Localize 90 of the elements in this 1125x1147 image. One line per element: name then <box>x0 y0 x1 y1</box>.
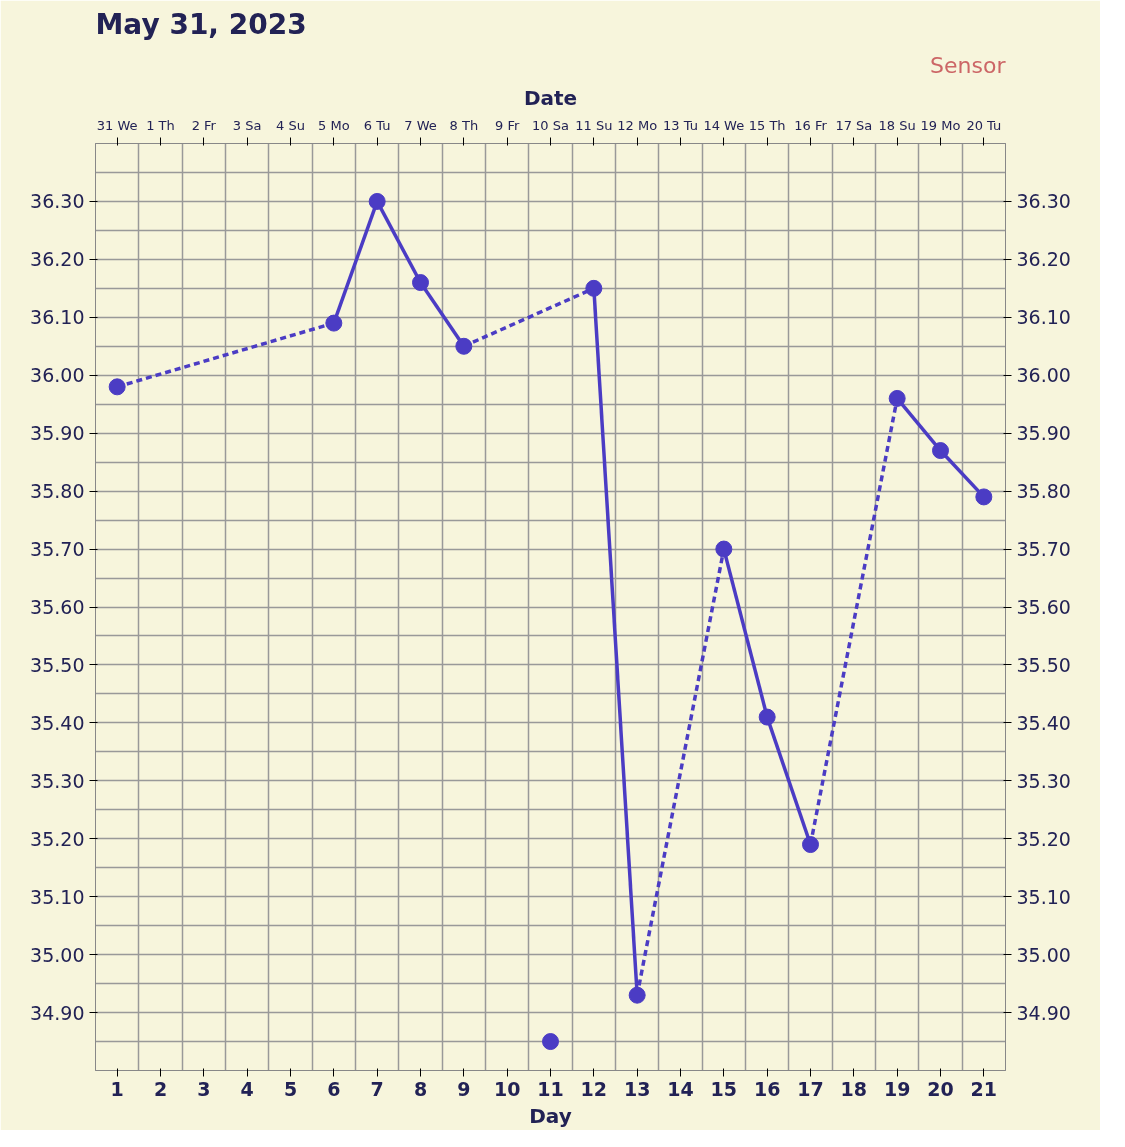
x-tick-label: 1 <box>110 1077 124 1100</box>
y-tick-label: 35.10 <box>30 885 85 908</box>
x2-tick-label: 15 Th <box>748 117 786 133</box>
x-tick-label: 20 <box>927 1077 954 1100</box>
y-tick-label: 35.20 <box>30 827 85 850</box>
point <box>325 314 343 332</box>
x2-tick-label: 7 We <box>404 117 437 133</box>
x-tick-label: 10 <box>493 1077 521 1100</box>
x-tick-label: 18 <box>840 1077 868 1100</box>
x2-tick-label: 4 Su <box>276 117 305 133</box>
x-tick-label: 4 <box>240 1077 254 1100</box>
y-tick-label: 34.90 <box>30 1001 85 1024</box>
y-tick-label: 36.00 <box>30 364 85 387</box>
point <box>628 986 646 1004</box>
x2-tick-label: 9 Fr <box>495 117 520 133</box>
x2-tick-label: 6 Tu <box>363 117 391 133</box>
x2-tick-label: 1 Th <box>146 117 175 133</box>
x-tick-label: 21 <box>970 1077 998 1100</box>
y-tick-label: 36.10 <box>30 306 85 329</box>
x-tick-label: 16 <box>753 1077 781 1100</box>
x-tick-label: 5 <box>283 1077 298 1100</box>
y2-tick-label: 36.10 <box>1016 306 1071 329</box>
x2-tick-label: 12 Mo <box>617 117 658 133</box>
y2-tick-label: 36.20 <box>1016 248 1071 271</box>
x2-tick-label: 31 We <box>96 117 138 133</box>
y-tick-label: 35.00 <box>30 943 85 966</box>
y2-tick-label: 35.70 <box>1016 538 1071 561</box>
y2-tick-label: 36.00 <box>1016 364 1071 387</box>
point <box>975 488 993 506</box>
x-tick-label: 6 <box>327 1077 341 1100</box>
x2-axis-title: Date <box>523 85 578 110</box>
point <box>412 274 429 292</box>
y2-tick-label: 35.00 <box>1016 943 1071 966</box>
point <box>758 708 776 726</box>
y2-tick-label: 35.80 <box>1016 480 1071 503</box>
point <box>585 279 603 297</box>
x2-tick-label: 17 Sa <box>835 117 873 133</box>
x-tick-label: 12 <box>580 1077 608 1100</box>
y2-tick-label: 35.40 <box>1016 711 1071 734</box>
x-tick-label: 15 <box>710 1077 738 1100</box>
y2-tick-label: 36.30 <box>1016 190 1071 213</box>
x-axis-title: Day <box>529 1103 572 1128</box>
point <box>542 1033 559 1051</box>
x2-tick-label: 3 Sa <box>232 117 262 133</box>
y2-tick-label: 35.50 <box>1016 653 1071 676</box>
y2-tick-label: 35.20 <box>1016 827 1071 850</box>
y-tick-label: 35.90 <box>30 422 85 445</box>
y-tick-label: 35.80 <box>30 480 85 503</box>
x2-tick-label: 10 Sa <box>532 117 569 133</box>
x2-tick-label: 8 Th <box>449 117 479 133</box>
x2-tick-label: 19 Mo <box>920 117 961 133</box>
y2-tick-label: 34.90 <box>1016 1001 1071 1024</box>
point <box>802 836 819 854</box>
y-tick-label: 35.50 <box>30 653 85 676</box>
x-tick-label: 2 <box>153 1077 168 1100</box>
y2-tick-label: 35.60 <box>1016 596 1071 618</box>
x2-tick-label: 20 Tu <box>966 117 1002 133</box>
x2-tick-label: 18 Su <box>878 117 916 133</box>
x-tick-label: 9 <box>457 1077 471 1100</box>
x-tick-label: 14 <box>667 1077 694 1100</box>
x-tick-label: 8 <box>413 1077 428 1100</box>
x2-tick-label: 11 Su <box>575 117 613 133</box>
x-tick-label: 13 <box>623 1077 651 1100</box>
x2-tick-label: 5 Mo <box>318 117 350 133</box>
x-tick-label: 3 <box>197 1077 211 1100</box>
y2-tick-label: 35.10 <box>1016 885 1071 908</box>
y-tick-label: 35.60 <box>30 596 85 618</box>
x2-tick-label: 14 We <box>703 117 745 133</box>
y-tick-label: 36.30 <box>30 190 85 213</box>
y-tick-label: 35.30 <box>30 769 85 792</box>
x-tick-label: 17 <box>797 1077 824 1100</box>
x2-tick-label: 2 Fr <box>191 117 217 133</box>
y-tick-label: 35.70 <box>30 538 85 561</box>
point <box>368 192 386 210</box>
y-tick-label: 35.40 <box>30 711 85 734</box>
point <box>455 337 473 355</box>
x2-tick-label: 13 Tu <box>663 117 698 133</box>
x-tick-label: 7 <box>370 1077 384 1100</box>
y2-tick-label: 35.30 <box>1016 769 1071 792</box>
point <box>715 540 733 558</box>
point <box>932 442 949 460</box>
chart-title: May 31, 2023 <box>95 7 307 41</box>
text: Sensor <box>930 52 1007 78</box>
y2-tick-label: 35.90 <box>1016 422 1071 445</box>
point <box>888 389 906 407</box>
point <box>108 378 126 396</box>
x2-tick-label: 16 Fr <box>794 117 828 133</box>
y-tick-label: 36.20 <box>30 248 85 271</box>
x-tick-label: 19 <box>883 1077 911 1100</box>
x-tick-label: 11 <box>537 1077 564 1100</box>
